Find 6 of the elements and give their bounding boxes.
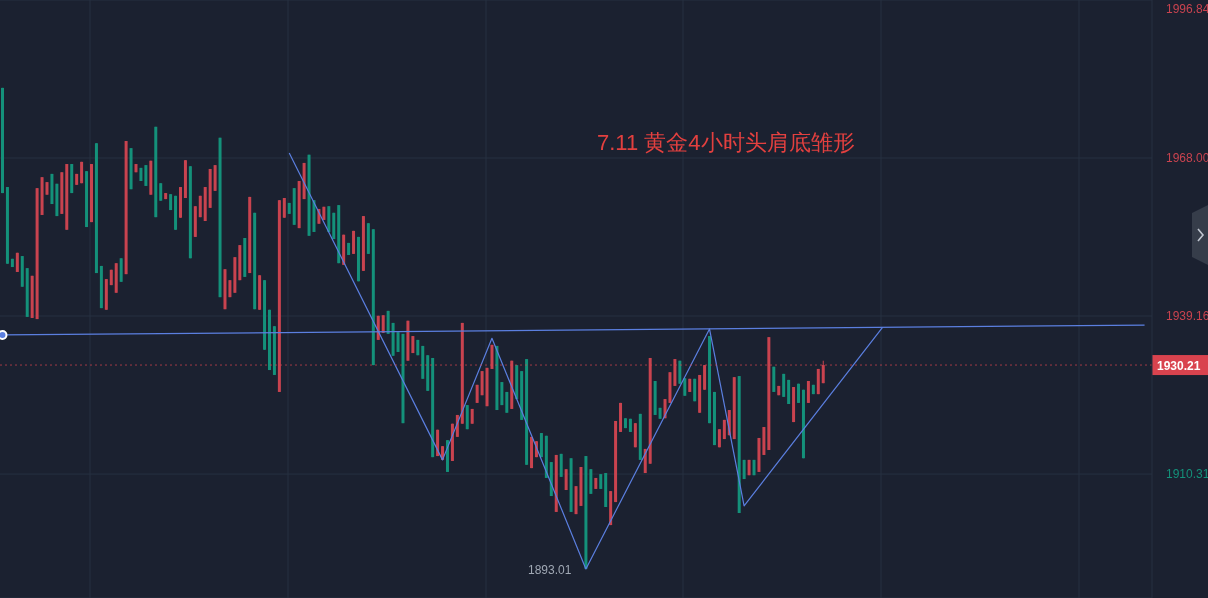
y-tick-label: 1939.16 (1166, 309, 1208, 324)
text: 7.11 黄金4小时头肩底雏形 (597, 129, 855, 157)
y-tick-label: 1910.31 (1166, 467, 1208, 482)
y-tick-label: 1968.00 (1166, 151, 1208, 166)
annotation: 1893.01 (528, 563, 572, 577)
ref-line-label: 1930.21 (1157, 359, 1201, 374)
